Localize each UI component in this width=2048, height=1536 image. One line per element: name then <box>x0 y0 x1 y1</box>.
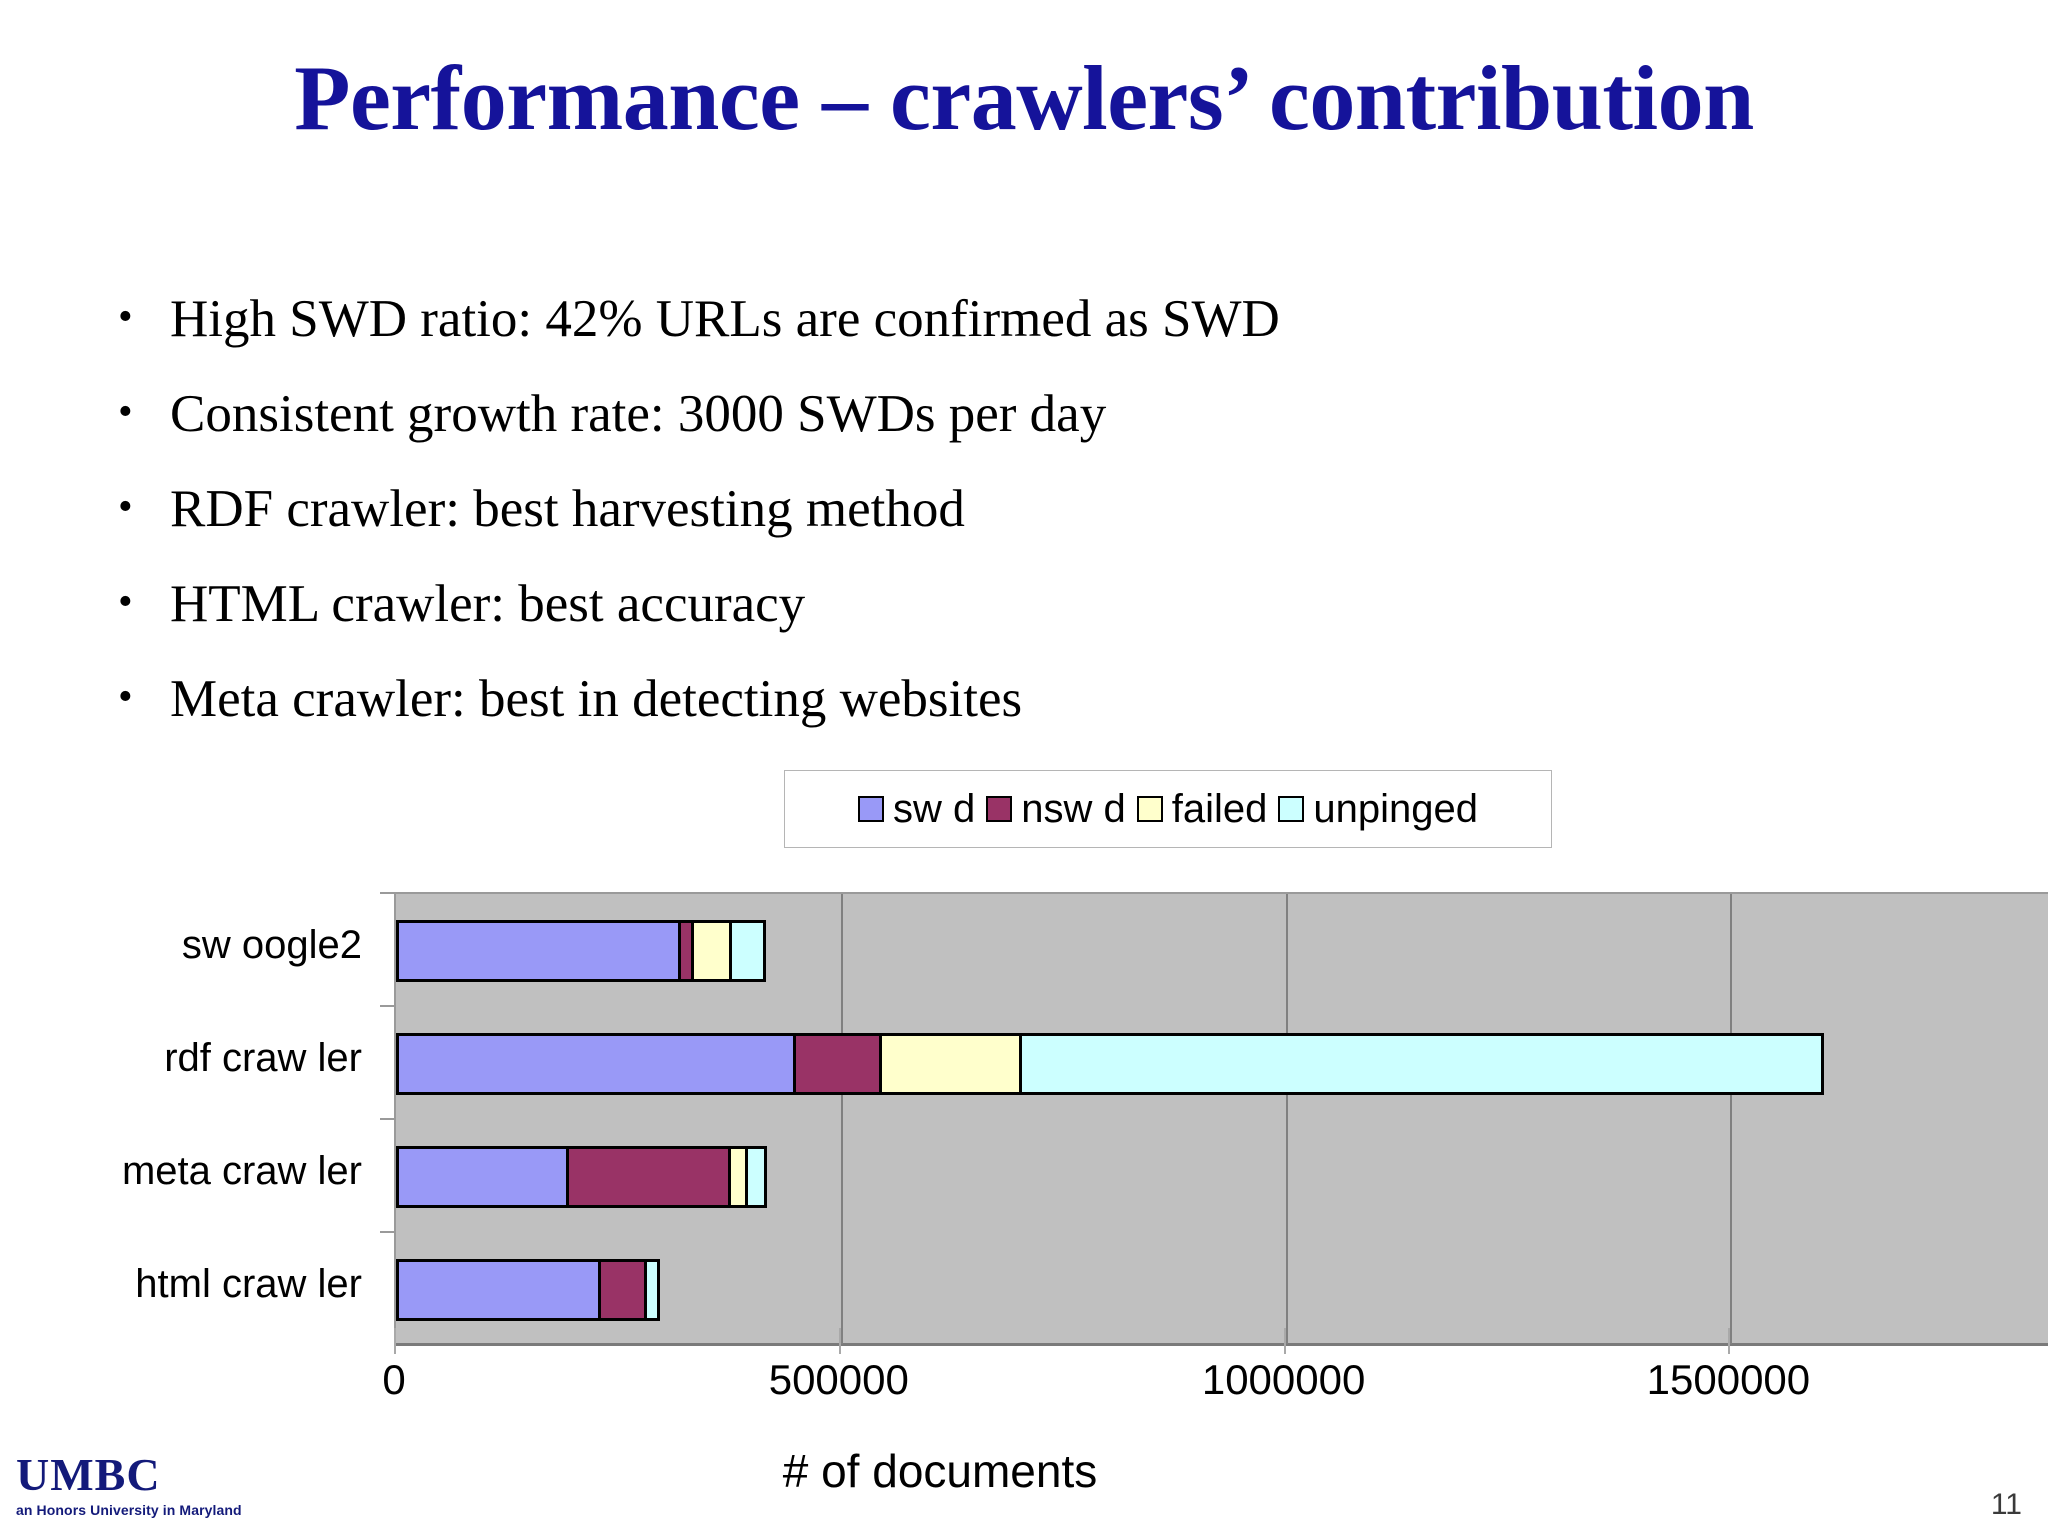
bar-segment-nswd[interactable] <box>793 1032 883 1095</box>
x-tick-mark <box>838 1328 841 1354</box>
x-tick-mark <box>394 1328 396 1354</box>
legend-entry-nswd: nsw d <box>986 787 1126 832</box>
bar-segment-swd[interactable] <box>396 919 681 982</box>
bar-segment-swd[interactable] <box>396 1258 601 1321</box>
x-tick-label: 500000 <box>768 1356 909 1403</box>
x-tick-label: 1500000 <box>1646 1356 1811 1403</box>
list-item: RDF crawler: best harvesting method <box>108 460 1808 557</box>
list-item: Meta crawler: best in detecting websites <box>108 650 1808 747</box>
legend-label-swd: sw d <box>893 786 976 831</box>
legend-label-unpinged: unpinged <box>1313 786 1478 831</box>
bar-row[interactable] <box>396 1258 660 1321</box>
bar-row[interactable] <box>396 1145 767 1208</box>
legend-swatch-failed <box>1136 796 1163 822</box>
bullet-text: HTML crawler: best accuracy <box>170 575 806 633</box>
bullet-text: High SWD ratio: 42% URLs are confirmed a… <box>170 290 1280 348</box>
bar-row[interactable] <box>396 919 766 982</box>
umbc-wordmark: UMBC <box>16 1449 161 1500</box>
bar-segment-unpinged[interactable] <box>728 919 766 982</box>
list-item: HTML crawler: best accuracy <box>108 555 1808 652</box>
legend-label-failed: failed <box>1171 786 1268 831</box>
x-tick-label: 1000000 <box>1201 1356 1366 1403</box>
legend-swatch-swd <box>858 796 884 822</box>
bar-segment-failed[interactable] <box>690 919 732 982</box>
category-label: html craw ler <box>135 1261 362 1306</box>
y-axis-tick <box>380 1231 394 1233</box>
chart-legend: sw d nsw d failed unpinged <box>784 770 1552 848</box>
x-axis-line <box>396 1343 2048 1346</box>
list-item: Consistent growth rate: 3000 SWDs per da… <box>108 365 1808 462</box>
category-label: sw oogle2 <box>181 922 362 967</box>
bar-segment-swd[interactable] <box>396 1032 797 1095</box>
legend-entry-unpinged: unpinged <box>1278 787 1478 832</box>
bullet-text: Consistent growth rate: 3000 SWDs per da… <box>170 385 1107 443</box>
gridline <box>1285 894 1288 1344</box>
gridline <box>840 894 843 1344</box>
slide-number: 11 <box>1990 1488 2022 1521</box>
bullet-list: High SWD ratio: 42% URLs are confirmed a… <box>108 270 1808 747</box>
umbc-logo: UMBC an Honors University in Maryland <box>16 1449 276 1519</box>
y-axis-tick <box>380 1005 394 1007</box>
category-label: meta craw ler <box>121 1148 362 1193</box>
bullet-text: Meta crawler: best in detecting websites <box>170 670 1023 728</box>
legend-entry-failed: failed <box>1136 786 1268 832</box>
legend-entry-swd: sw d <box>858 787 975 832</box>
bar-segment-unpinged[interactable] <box>744 1145 767 1208</box>
page-title: Performance – crawlers’ contribution <box>294 47 1754 149</box>
bar-segment-unpinged[interactable] <box>1018 1032 1824 1095</box>
bar-segment-failed[interactable] <box>879 1032 1022 1095</box>
x-tick-label: 0 <box>382 1356 406 1403</box>
bar-segment-nswd[interactable] <box>597 1258 647 1321</box>
gridline <box>1730 894 1733 1344</box>
x-axis-tick-labels: 0 500000 1000000 1500000 <box>0 1328 2048 1416</box>
y-axis-tick <box>380 892 394 894</box>
list-item: High SWD ratio: 42% URLs are confirmed a… <box>108 270 1808 367</box>
legend-label-nswd: nsw d <box>1021 786 1126 831</box>
bar-row[interactable] <box>396 1032 1824 1095</box>
legend-swatch-nswd <box>986 796 1013 822</box>
x-tick-mark <box>1283 1328 1286 1354</box>
bar-segment-nswd[interactable] <box>566 1145 732 1208</box>
category-label: rdf craw ler <box>164 1035 362 1080</box>
legend-swatch-unpinged <box>1278 796 1305 822</box>
plot-area <box>394 892 2048 1346</box>
x-tick-mark <box>1728 1328 1731 1354</box>
bar-segment-unpinged[interactable] <box>643 1258 660 1321</box>
stacked-bar-chart: sw d nsw d failed unpinged sw oogle2 rdf … <box>0 760 2048 1497</box>
y-axis-category-labels: sw oogle2 rdf craw ler meta craw ler html c… <box>0 892 380 1344</box>
bullet-text: RDF crawler: best harvesting method <box>170 480 965 538</box>
bar-segment-swd[interactable] <box>396 1145 570 1208</box>
x-axis-title: # of documents <box>782 1445 1098 1497</box>
umbc-tagline: an Honors University in Maryland <box>16 1502 242 1518</box>
y-axis-tick <box>380 1118 394 1120</box>
